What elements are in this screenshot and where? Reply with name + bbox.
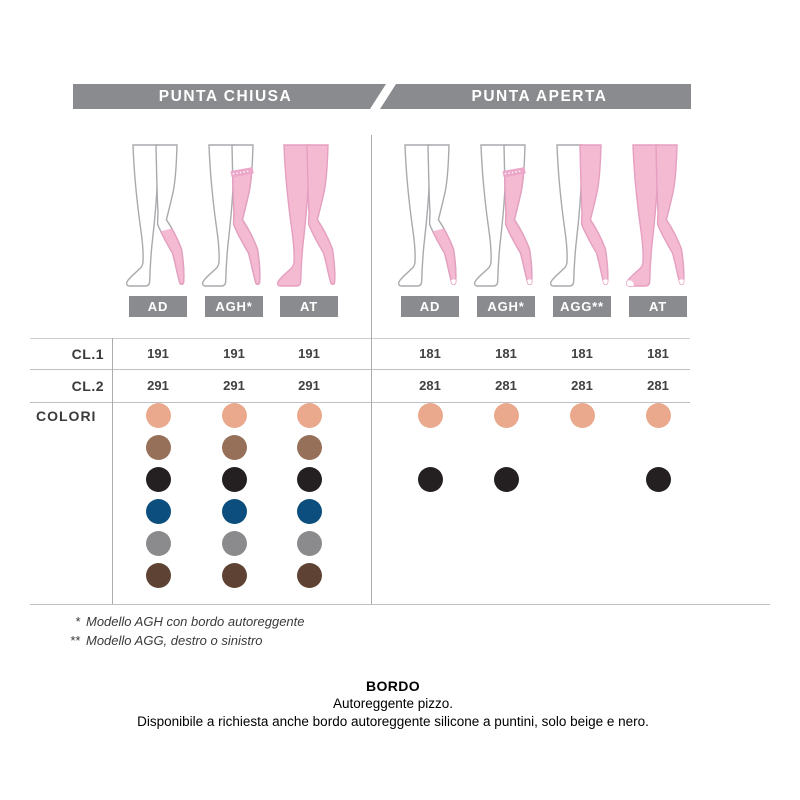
color-dot-grigio — [145, 530, 171, 556]
color-dot-blu — [145, 498, 171, 524]
tab-punta-aperta: PUNTA APERTA — [380, 84, 691, 109]
code-cl2-punta-chiusa-at: 291 — [298, 378, 320, 393]
model-badge-punta-aperta-agg: AGG** — [553, 296, 611, 317]
code-cl2-punta-chiusa-ad: 291 — [147, 378, 169, 393]
color-dot-grigio — [296, 530, 322, 556]
punta-aperta-label: PUNTA APERTA — [471, 88, 608, 105]
table-line-group-divider — [371, 135, 372, 604]
punta-chiusa-label: PUNTA CHIUSA — [158, 88, 293, 105]
color-dot-beige — [569, 402, 595, 428]
color-dot-beige — [296, 402, 322, 428]
code-cl1-punta-chiusa-at: 191 — [298, 346, 320, 361]
code-cl2-punta-aperta-agg: 281 — [571, 378, 593, 393]
color-dot-grigio — [221, 530, 247, 556]
color-dot-nero — [145, 466, 171, 492]
color-dot-blu — [221, 498, 247, 524]
color-dot-testa-di-moro — [221, 562, 247, 588]
legs-ad-open-illustration — [392, 143, 472, 293]
bordo-section: BORDO Autoreggente pizzo. Disponibile a … — [0, 678, 786, 731]
toe-type-header-bar: PUNTA CHIUSA PUNTA APERTA — [73, 84, 691, 109]
code-cl1-punta-aperta-at: 181 — [647, 346, 669, 361]
model-badge-punta-aperta-agh: AGH* — [477, 296, 535, 317]
table-line-cl2-colori — [30, 402, 690, 403]
color-dot-marrone — [145, 434, 171, 460]
model-badge-punta-aperta-ad: AD — [401, 296, 459, 317]
color-dot-nero — [296, 466, 322, 492]
color-dot-nero — [417, 466, 443, 492]
legs-agh-open-illustration — [468, 143, 548, 293]
code-cl2-punta-aperta-ad: 281 — [419, 378, 441, 393]
legs-ad-closed-illustration — [120, 143, 200, 293]
code-cl2-punta-aperta-at: 281 — [647, 378, 669, 393]
code-cl1-punta-chiusa-agh: 191 — [223, 346, 245, 361]
color-dot-beige — [493, 402, 519, 428]
footnotes: * Modello AGH con bordo autoreggente ** … — [64, 612, 305, 650]
color-dot-beige — [417, 402, 443, 428]
legs-at-closed-illustration — [271, 143, 351, 293]
model-badge-punta-chiusa-agh: AGH* — [205, 296, 263, 317]
color-dot-nero — [221, 466, 247, 492]
color-dot-blu — [296, 498, 322, 524]
color-dot-beige — [645, 402, 671, 428]
footnote-agg: ** Modello AGG, destro o sinistro — [64, 631, 305, 650]
code-cl1-punta-aperta-agg: 181 — [571, 346, 593, 361]
color-dot-beige — [145, 402, 171, 428]
code-cl1-punta-aperta-ad: 181 — [419, 346, 441, 361]
color-dot-beige — [221, 402, 247, 428]
model-badge-punta-chiusa-at: AT — [280, 296, 338, 317]
bordo-line2: Disponibile a richiesta anche bordo auto… — [137, 714, 649, 729]
code-cl1-punta-chiusa-ad: 191 — [147, 346, 169, 361]
code-cl1-punta-aperta-agh: 181 — [495, 346, 517, 361]
row-label-cl1: CL.1 — [71, 346, 104, 362]
bordo-line1: Autoreggente pizzo. — [332, 696, 454, 711]
footnote-separator-line — [30, 604, 770, 605]
color-dot-testa-di-moro — [145, 562, 171, 588]
legs-agh-closed-illustration — [196, 143, 276, 293]
color-dot-testa-di-moro — [296, 562, 322, 588]
table-line-cl1-cl2 — [30, 369, 690, 370]
color-dot-marrone — [221, 434, 247, 460]
color-dot-nero — [645, 466, 671, 492]
model-badge-punta-aperta-at: AT — [629, 296, 687, 317]
tab-punta-chiusa: PUNTA CHIUSA — [73, 84, 386, 109]
color-dot-marrone — [296, 434, 322, 460]
code-cl2-punta-chiusa-agh: 291 — [223, 378, 245, 393]
footnote-agg-marker: ** — [69, 633, 80, 648]
table-line-label-divider — [112, 338, 113, 604]
color-dot-nero — [493, 466, 519, 492]
model-badge-punta-chiusa-ad: AD — [129, 296, 187, 317]
row-label-colori: COLORI — [36, 408, 97, 424]
footnote-agh: * Modello AGH con bordo autoreggente — [64, 612, 305, 631]
table-line-top — [30, 338, 690, 339]
footnote-agh-text: Modello AGH con bordo autoreggente — [86, 614, 305, 629]
legs-agg-open-illustration — [544, 143, 624, 293]
legs-at-open-illustration — [620, 143, 700, 293]
footnote-agh-marker: * — [74, 614, 80, 629]
row-label-cl2: CL.2 — [71, 378, 104, 394]
bordo-title: BORDO — [365, 678, 421, 694]
code-cl2-punta-aperta-agh: 281 — [495, 378, 517, 393]
footnote-agg-text: Modello AGG, destro o sinistro — [86, 633, 263, 648]
